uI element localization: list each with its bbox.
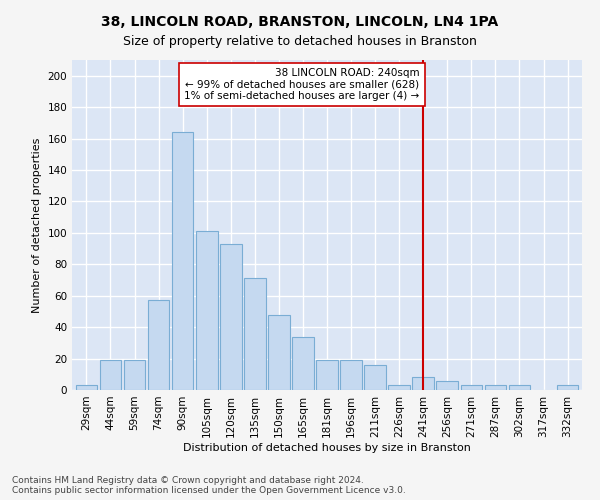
Bar: [412, 378, 434, 390]
Bar: [196, 232, 218, 390]
Text: 38 LINCOLN ROAD: 240sqm
← 99% of detached houses are smaller (628)
1% of semi-de: 38 LINCOLN ROAD: 240sqm ← 99% of detache…: [184, 68, 419, 101]
Bar: [557, 386, 578, 390]
Text: 38, LINCOLN ROAD, BRANSTON, LINCOLN, LN4 1PA: 38, LINCOLN ROAD, BRANSTON, LINCOLN, LN4…: [101, 15, 499, 29]
Bar: [220, 244, 242, 390]
Bar: [364, 365, 386, 390]
Text: Size of property relative to detached houses in Branston: Size of property relative to detached ho…: [123, 35, 477, 48]
Text: Contains HM Land Registry data © Crown copyright and database right 2024.
Contai: Contains HM Land Registry data © Crown c…: [12, 476, 406, 495]
Bar: [268, 314, 290, 390]
Bar: [292, 336, 314, 390]
Y-axis label: Number of detached properties: Number of detached properties: [32, 138, 42, 312]
Bar: [316, 360, 338, 390]
Bar: [436, 380, 458, 390]
Bar: [172, 132, 193, 390]
Bar: [124, 360, 145, 390]
Bar: [340, 360, 362, 390]
Bar: [244, 278, 266, 390]
Bar: [388, 386, 410, 390]
Bar: [100, 360, 121, 390]
Bar: [509, 386, 530, 390]
Bar: [76, 386, 97, 390]
Bar: [148, 300, 169, 390]
X-axis label: Distribution of detached houses by size in Branston: Distribution of detached houses by size …: [183, 442, 471, 452]
Bar: [485, 386, 506, 390]
Bar: [461, 386, 482, 390]
